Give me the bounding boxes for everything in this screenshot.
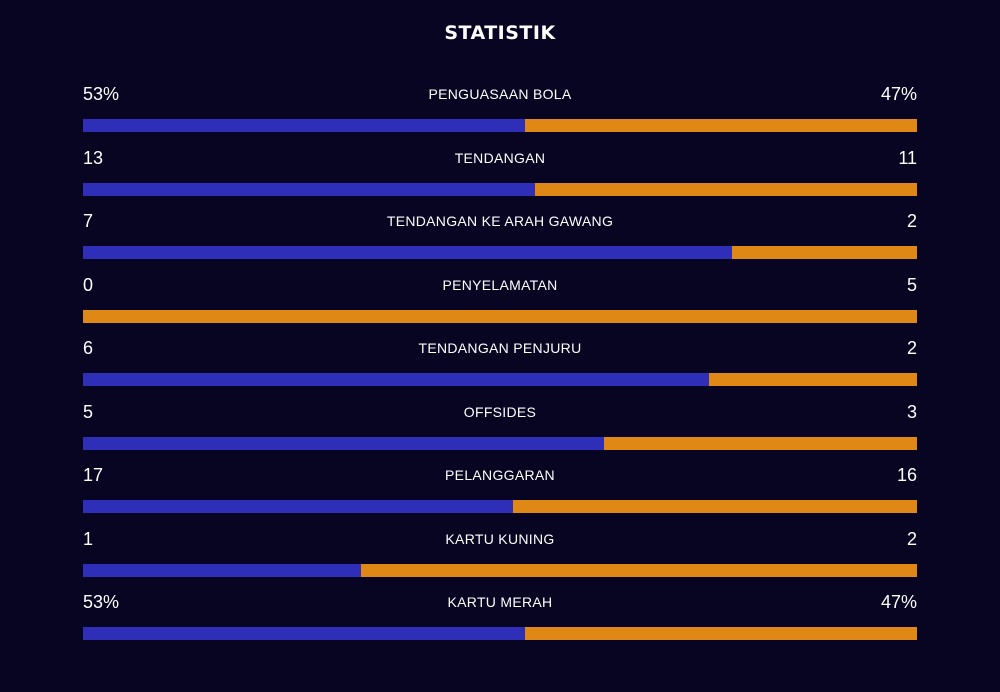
away-bar-fill (708, 373, 917, 386)
away-value: 47% (880, 592, 917, 612)
stat-header: 7 TENDANGAN KE ARAH GAWANG 2 (83, 207, 917, 234)
away-value: 2 (906, 338, 917, 358)
stat-label: TENDANGAN PENJURU (418, 340, 582, 356)
stat-header: 53% KARTU MERAH 47% (83, 588, 917, 615)
stat-header: 13 TENDANGAN 11 (83, 144, 917, 171)
home-value: 5 (83, 401, 94, 422)
stat-label: KARTU KUNING (445, 530, 555, 547)
comparison-bar (83, 119, 917, 132)
stat-row: 17 PELANGGARAN 16 (83, 461, 917, 525)
home-bar-fill (83, 246, 732, 259)
stat-row: 53% PENGUASAAN BOLA 47% (83, 80, 917, 144)
home-bar-fill (83, 119, 526, 132)
comparison-bar (83, 436, 917, 450)
stat-row: 7 TENDANGAN KE ARAH GAWANG 2 (83, 207, 917, 271)
stat-row: 5 OFFSIDES 3 (83, 398, 917, 462)
stat-label: TENDANGAN KE ARAH GAWANG (386, 213, 614, 229)
stat-header: 53% PENGUASAAN BOLA 47% (83, 80, 917, 107)
panel-title: STATISTIK (444, 22, 556, 44)
away-bar-fill (731, 246, 917, 259)
home-value: 0 (83, 274, 94, 295)
home-bar-fill (83, 500, 513, 513)
comparison-bar (83, 627, 917, 640)
away-bar-fill (604, 436, 917, 450)
comparison-bar (83, 500, 917, 513)
away-bar-fill (360, 563, 917, 577)
stat-header: 1 KARTU KUNING 2 (83, 525, 917, 552)
home-value: 13 (83, 147, 104, 168)
away-bar-fill (83, 309, 917, 323)
comparison-bar (83, 563, 917, 577)
stats-list: 53% PENGUASAAN BOLA 47% 13 TENDANGAN 11 7 TENDA… (83, 80, 917, 652)
stat-label: TENDANGAN (454, 149, 546, 166)
comparison-bar (83, 182, 917, 196)
stat-row: 0 PENYELAMATAN 5 (83, 271, 917, 335)
home-value: 17 (83, 465, 104, 485)
stat-row: 1 KARTU KUNING 2 (83, 525, 917, 589)
home-value: 53% (83, 592, 120, 612)
stat-label: OFFSIDES (463, 403, 537, 420)
stat-row: 6 TENDANGAN PENJURU 2 (83, 334, 917, 398)
away-value: 47% (880, 84, 917, 104)
stat-row: 53% KARTU MERAH 47% (83, 588, 917, 652)
home-bar-fill (83, 627, 526, 640)
home-bar-fill (83, 563, 361, 577)
home-bar-fill (83, 373, 709, 386)
away-bar-fill (525, 627, 917, 640)
stat-label: PENGUASAAN BOLA (428, 86, 572, 102)
away-value: 3 (906, 401, 917, 422)
comparison-bar (83, 373, 917, 386)
stat-row: 13 TENDANGAN 11 (83, 144, 917, 208)
away-value: 2 (906, 528, 917, 549)
comparison-bar (83, 309, 917, 323)
stat-header: 0 PENYELAMATAN 5 (83, 271, 917, 298)
away-bar-fill (534, 182, 917, 196)
home-value: 1 (83, 528, 94, 549)
away-value: 11 (898, 147, 917, 168)
stat-header: 6 TENDANGAN PENJURU 2 (83, 334, 917, 361)
home-value: 7 (83, 211, 94, 231)
home-bar-fill (83, 436, 605, 450)
away-value: 2 (906, 211, 917, 231)
stat-header: 5 OFFSIDES 3 (83, 398, 917, 425)
home-bar-fill (83, 182, 535, 196)
stat-label: PELANGGARAN (445, 467, 555, 483)
away-value: 16 (896, 465, 917, 485)
stat-header: 17 PELANGGARAN 16 (83, 461, 917, 488)
away-value: 5 (906, 274, 917, 295)
stat-label: KARTU MERAH (447, 594, 553, 610)
stat-label: PENYELAMATAN (442, 276, 558, 293)
away-bar-fill (512, 500, 917, 513)
home-value: 6 (83, 338, 94, 358)
comparison-bar (83, 246, 917, 259)
away-bar-fill (525, 119, 917, 132)
home-value: 53% (83, 84, 120, 104)
